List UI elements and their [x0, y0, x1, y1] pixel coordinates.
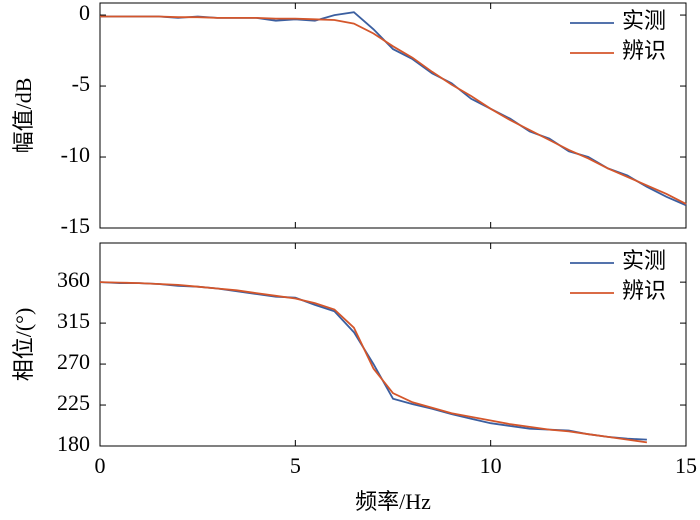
y-axis-label: 相位/(°) — [11, 308, 36, 382]
y-tick-label: -5 — [72, 71, 90, 96]
y-tick-label: 270 — [57, 349, 90, 374]
plot-area — [99, 2, 687, 229]
x-axis-label: 频率/Hz — [355, 489, 431, 514]
y-tick-label: 315 — [57, 308, 90, 333]
series-line — [100, 15, 687, 205]
x-tick-label: 15 — [675, 453, 697, 478]
y-axis-label: 幅值/dB — [11, 78, 36, 154]
series-line — [99, 281, 647, 441]
x-tick-label: 10 — [480, 453, 502, 478]
series-line — [99, 281, 648, 444]
x-tick-label: 0 — [95, 453, 106, 478]
y-tick-label: -10 — [61, 142, 90, 167]
series-line — [100, 11, 687, 207]
legend-label: 辨识 — [622, 38, 666, 63]
y-tick-label: 180 — [57, 431, 90, 456]
plot-area — [99, 242, 687, 447]
y-tick-label: 225 — [57, 390, 90, 415]
legend-label: 辨识 — [622, 278, 666, 303]
legend-label: 实测 — [622, 8, 666, 33]
legend-label: 实测 — [622, 248, 666, 273]
y-tick-label: 360 — [57, 267, 90, 292]
y-tick-label: 0 — [79, 0, 90, 25]
x-tick-label: 5 — [290, 453, 301, 478]
y-tick-label: -15 — [61, 213, 90, 238]
